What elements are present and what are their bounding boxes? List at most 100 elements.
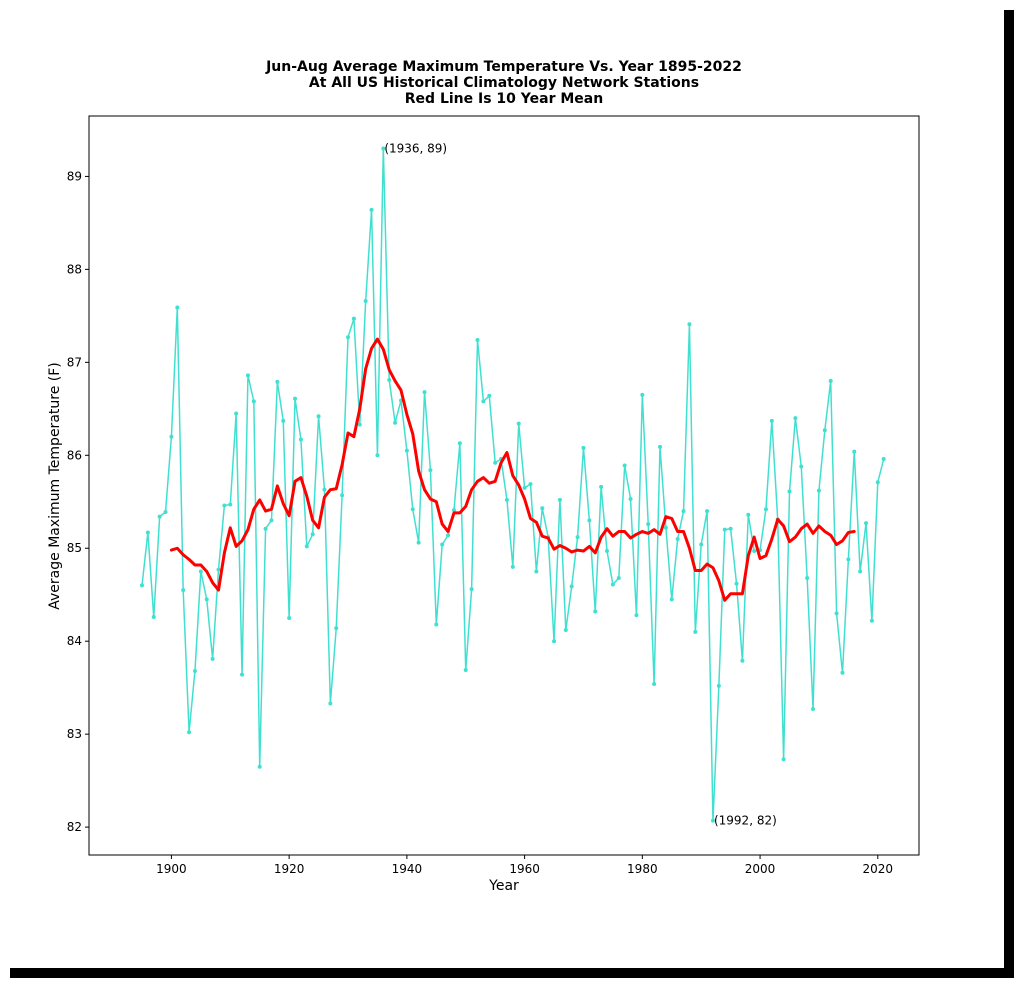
annual-point <box>587 518 592 523</box>
annual-series <box>139 146 886 823</box>
annual-point <box>187 730 192 735</box>
annual-point <box>657 444 662 449</box>
annual-point <box>575 535 580 540</box>
temperature-chart: Jun-Aug Average Maximum Temperature Vs. … <box>47 59 920 894</box>
x-axis: 1900 1920 1940 1960 1980 2000 2020 <box>156 855 893 876</box>
y-tick-label: 89 <box>67 169 82 183</box>
annual-point <box>316 414 321 419</box>
annual-point <box>139 583 144 588</box>
annual-point <box>198 569 203 574</box>
annual-point <box>216 567 221 572</box>
annual-point <box>304 544 309 549</box>
annual-point <box>275 379 280 384</box>
annual-point <box>381 146 386 151</box>
annual-point <box>881 457 886 462</box>
x-tick-label: 1900 <box>156 862 187 876</box>
annual-point <box>363 298 368 303</box>
annual-point <box>257 764 262 769</box>
annual-point <box>593 609 598 614</box>
annual-point <box>640 392 645 397</box>
annual-point <box>463 668 468 673</box>
chart-title: Jun-Aug Average Maximum Temperature Vs. … <box>265 59 742 107</box>
x-axis-label: Year <box>488 878 519 894</box>
annual-point <box>504 497 509 502</box>
title-line-3: Red Line Is 10 Year Mean <box>405 91 603 107</box>
annual-point <box>616 575 621 580</box>
x-tick-label: 1980 <box>627 862 658 876</box>
figure-card: Jun-Aug Average Maximum Temperature Vs. … <box>47 59 920 894</box>
annual-point <box>622 463 627 468</box>
annual-point <box>340 493 345 498</box>
y-tick-label: 87 <box>67 355 82 369</box>
x-tick-label: 1940 <box>392 862 423 876</box>
annual-point <box>528 482 533 487</box>
annotation-label: (1992, 82) <box>714 814 777 828</box>
annual-point <box>734 581 739 586</box>
annual-point <box>369 207 374 212</box>
annual-point <box>204 597 209 602</box>
annual-point <box>269 518 274 523</box>
annual-point <box>864 521 869 526</box>
annual-point <box>852 449 857 454</box>
annual-point <box>522 485 527 490</box>
x-tick-label: 2000 <box>745 862 776 876</box>
annual-point <box>540 506 545 511</box>
annual-point <box>210 656 215 661</box>
x-tick-label: 2020 <box>863 862 894 876</box>
y-tick-label: 86 <box>67 448 82 462</box>
annual-point <box>493 460 498 465</box>
y-tick-label: 88 <box>67 262 82 276</box>
annual-point <box>404 448 409 453</box>
annual-point <box>181 588 186 593</box>
annual-point <box>346 335 351 340</box>
annual-point <box>310 532 315 537</box>
annual-point <box>740 658 745 663</box>
annual-point <box>428 468 433 473</box>
annual-point <box>251 399 256 404</box>
annual-point <box>652 681 657 686</box>
annual-point <box>351 316 356 321</box>
ten-year-mean-series <box>169 337 856 602</box>
annual-point <box>192 668 197 673</box>
annual-point <box>245 373 250 378</box>
annual-point <box>334 626 339 631</box>
annual-point <box>805 575 810 580</box>
annual-point <box>840 670 845 675</box>
annual-point <box>510 564 515 569</box>
annual-point <box>728 526 733 531</box>
plot-frame <box>88 115 920 856</box>
annual-point <box>263 526 268 531</box>
annual-point <box>869 618 874 623</box>
annual-point <box>769 418 774 423</box>
annual-point <box>151 615 156 620</box>
x-tick-label: 1960 <box>509 862 540 876</box>
annual-point <box>469 587 474 592</box>
annual-point <box>357 422 362 427</box>
annual-point <box>716 683 721 688</box>
annual-point <box>628 496 633 501</box>
annual-point <box>681 509 686 514</box>
annual-point <box>822 428 827 433</box>
annual-point <box>875 480 880 485</box>
annual-point <box>145 530 150 535</box>
annual-point <box>705 509 710 514</box>
annual-point <box>834 611 839 616</box>
y-axis-label: Average Maximum Temperature (F) <box>47 362 63 609</box>
annual-point <box>475 338 480 343</box>
annual-line <box>141 147 885 822</box>
y-axis: 82 83 84 85 86 87 88 89 <box>67 169 89 834</box>
annual-point <box>387 377 392 382</box>
annual-point <box>393 420 398 425</box>
annual-point <box>175 305 180 310</box>
annual-point <box>646 522 651 527</box>
annual-point <box>516 421 521 426</box>
annual-point <box>434 622 439 627</box>
annual-point <box>793 416 798 421</box>
annual-point <box>322 487 327 492</box>
annual-point <box>634 613 639 618</box>
title-line-2: At All US Historical Climatology Network… <box>309 75 699 91</box>
annual-point <box>422 390 427 395</box>
annual-point <box>298 437 303 442</box>
annual-point <box>293 396 298 401</box>
annual-point <box>710 818 715 823</box>
